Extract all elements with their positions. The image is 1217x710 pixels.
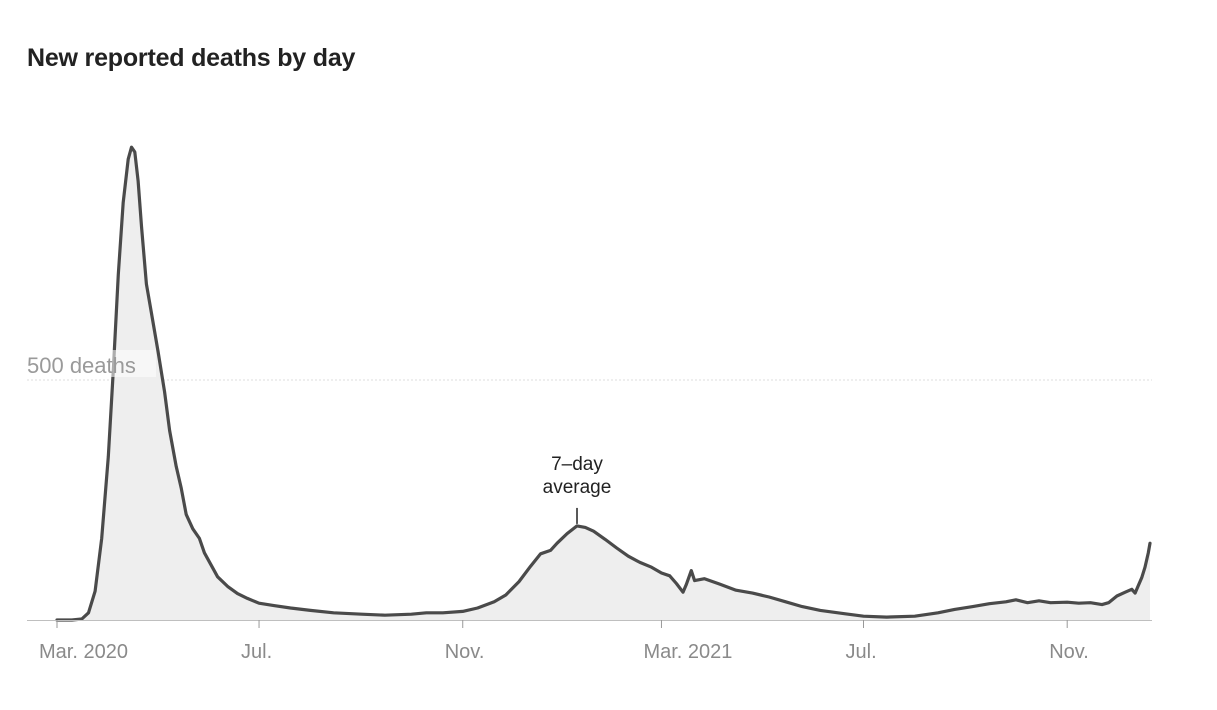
- x-axis-ticks: Mar. 2020 Jul. Nov. Mar. 2021 Jul. Nov.: [39, 620, 1089, 663]
- series-line: [55, 145, 1152, 622]
- annotation-text-line-1: average: [543, 477, 612, 498]
- x-tick-label-0: Mar. 2020: [39, 641, 128, 663]
- series-area: [57, 147, 1150, 620]
- x-tick-label-1: Jul.: [241, 641, 272, 663]
- y-tick-label-background: [24, 350, 156, 377]
- chart-title: New reported deaths by day: [27, 44, 356, 72]
- x-tick-label-5: Nov.: [1049, 641, 1089, 663]
- annotation-text-line-0: 7–day: [551, 454, 603, 475]
- x-tick-label-4: Jul.: [846, 641, 877, 663]
- x-tick-label-2: Nov.: [445, 641, 485, 663]
- y-tick-label-500: 500 deaths: [27, 353, 136, 378]
- x-tick-label-3: Mar. 2021: [643, 641, 732, 663]
